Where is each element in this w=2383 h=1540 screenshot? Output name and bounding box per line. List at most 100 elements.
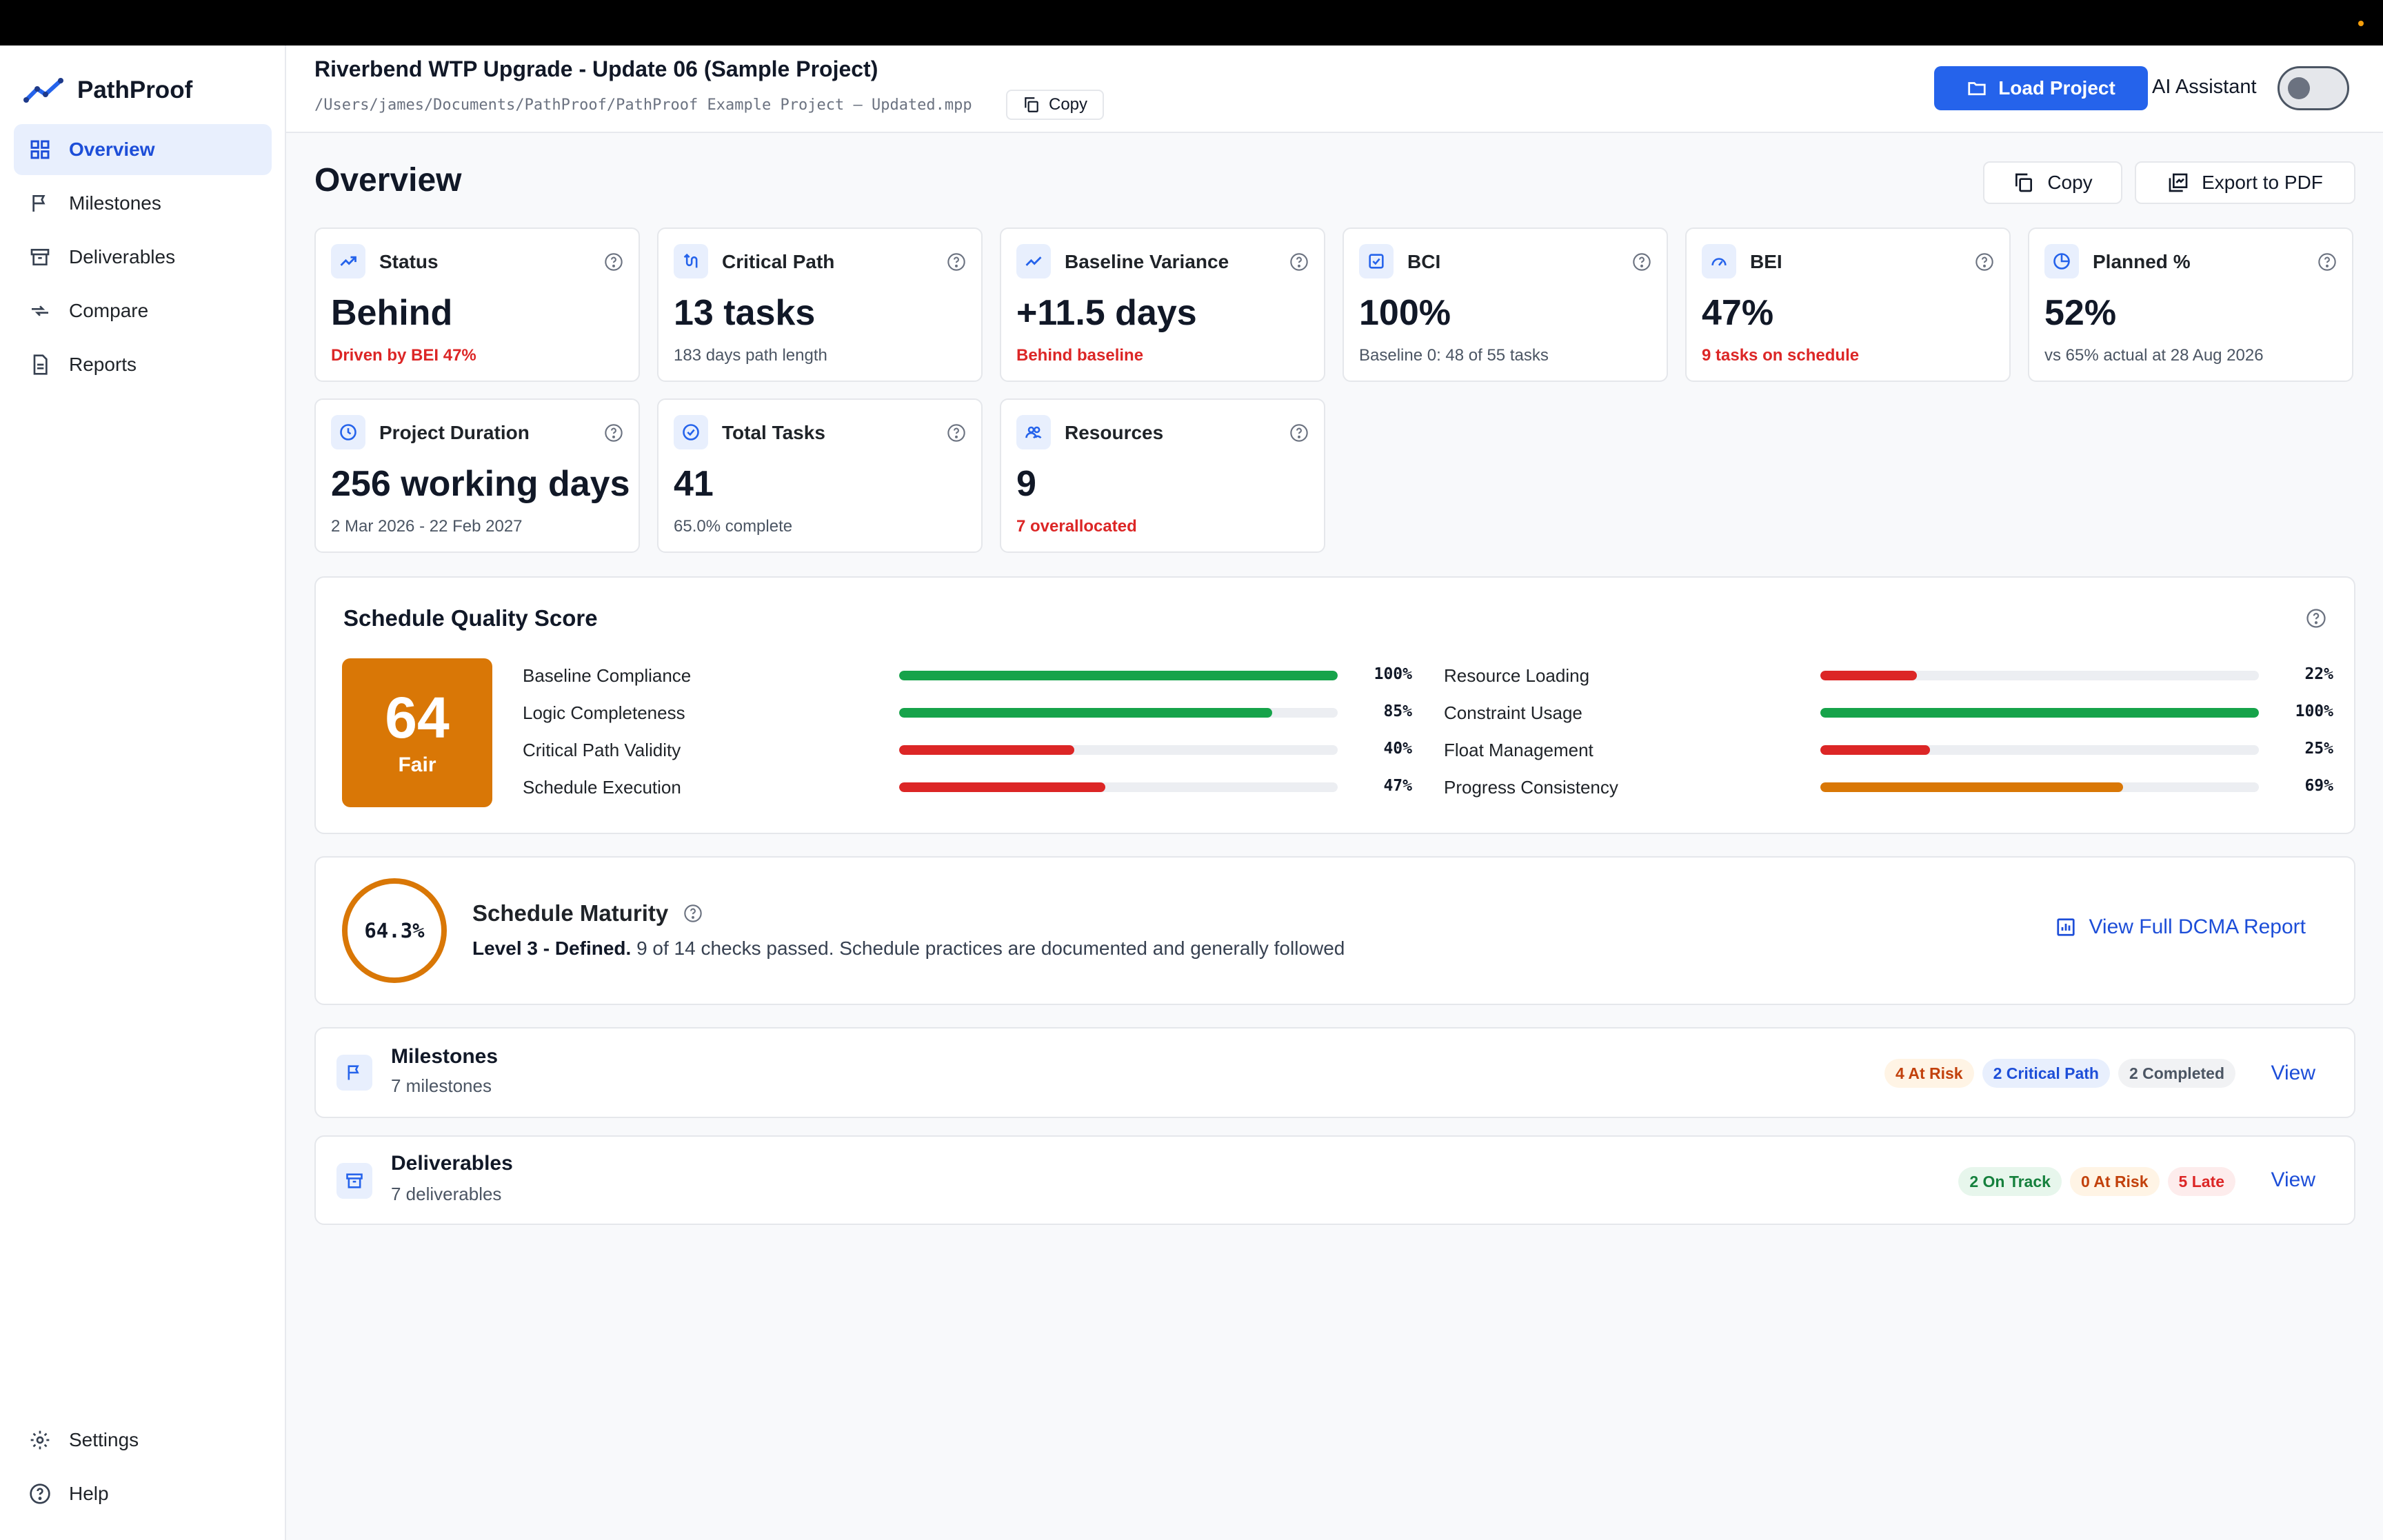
sidebar-item-label: Reports xyxy=(69,354,137,375)
card-label: Critical Path xyxy=(722,251,835,272)
export-icon xyxy=(2169,173,2188,192)
load-project-button[interactable]: Load Project xyxy=(1934,66,2148,110)
sidebar-item-settings[interactable]: Settings xyxy=(14,1415,272,1466)
completed-badge: 2 Completed xyxy=(2118,1059,2235,1088)
sidebar-item-deliverables[interactable]: Deliverables xyxy=(14,232,272,283)
card-icon-box xyxy=(2044,244,2079,278)
help-icon[interactable] xyxy=(683,904,703,923)
metric-bar-track xyxy=(899,671,1338,680)
card-value: 9 xyxy=(1016,464,1036,504)
copy-path-button[interactable]: Copy xyxy=(1006,90,1105,120)
milestones-count: 7 milestones xyxy=(391,1075,492,1096)
help-icon[interactable] xyxy=(2317,252,2337,272)
maturity-title: Schedule Maturity xyxy=(472,900,669,926)
dcma-link-label: View Full DCMA Report xyxy=(2089,915,2306,938)
metric-name: Progress Consistency xyxy=(1444,777,1618,798)
metric-bar-fill xyxy=(899,745,1075,755)
sidebar-item-milestones[interactable]: Milestones xyxy=(14,178,272,229)
sidebar-bottom: Settings Help xyxy=(14,1415,272,1522)
quality-metric: Baseline Compliance 100% xyxy=(523,661,1412,689)
card-subtext: 183 days path length xyxy=(674,346,827,365)
critical-path-card: Critical Path 13 tasks 183 days path len… xyxy=(657,227,983,382)
sidebar: PathProof Overview Milestones Deliverabl… xyxy=(0,45,286,1540)
help-icon[interactable] xyxy=(1975,252,1994,272)
help-icon[interactable] xyxy=(604,252,623,272)
users-icon xyxy=(1025,426,1042,439)
card-label: Resources xyxy=(1065,422,1164,443)
milestones-icon-box xyxy=(336,1055,372,1091)
help-icon[interactable] xyxy=(1632,252,1651,272)
metric-bar-fill xyxy=(899,782,1105,792)
compare-icon xyxy=(32,305,48,316)
metric-bar-fill xyxy=(1820,671,1917,680)
metric-bar-track xyxy=(1820,745,2259,755)
copy-overview-button[interactable]: Copy xyxy=(1983,161,2122,204)
metric-bar-track xyxy=(1820,782,2259,792)
os-menu-bar xyxy=(0,0,2383,45)
card-icon-box xyxy=(674,244,708,278)
card-label: Total Tasks xyxy=(722,422,825,443)
schedule-maturity-panel: 64.3% Schedule Maturity Level 3 - Define… xyxy=(314,856,2355,1005)
gauge-icon xyxy=(1711,258,1727,266)
quality-metric: Logic Completeness 85% xyxy=(523,698,1412,726)
load-project-label: Load Project xyxy=(1998,77,2115,99)
help-icon[interactable] xyxy=(1289,252,1309,272)
trend-icon xyxy=(1025,256,1042,266)
metric-bar-fill xyxy=(1820,745,1930,755)
milestones-row: Milestones 7 milestones 4 At Risk 2 Crit… xyxy=(314,1027,2355,1118)
view-dcma-report-link[interactable]: View Full DCMA Report xyxy=(2055,915,2306,939)
archive-icon xyxy=(30,249,50,265)
export-pdf-button[interactable]: Export to PDF xyxy=(2135,161,2355,204)
quality-metric: Float Management 25% xyxy=(1444,736,2333,763)
maturity-level: Level 3 - Defined. xyxy=(472,938,632,959)
sidebar-item-label: Overview xyxy=(69,139,155,160)
page-title: Overview xyxy=(314,162,462,199)
card-icon-box xyxy=(1016,244,1051,278)
on-track-badge: 2 On Track xyxy=(1958,1167,2062,1196)
flag-icon xyxy=(348,1065,359,1080)
project-path: /Users/james/Documents/PathProof/PathPro… xyxy=(314,97,972,114)
help-icon[interactable] xyxy=(947,423,966,443)
card-subtext: Driven by BEI 47% xyxy=(331,346,476,365)
view-milestones-link[interactable]: View xyxy=(2271,1062,2315,1084)
sidebar-item-label: Settings xyxy=(69,1429,139,1450)
at-risk-badge: 0 At Risk xyxy=(2069,1167,2160,1196)
gear-icon xyxy=(30,1430,50,1450)
maturity-description: Level 3 - Defined. 9 of 14 checks passed… xyxy=(472,938,1345,960)
bci-card: BCI 100% Baseline 0: 48 of 55 tasks xyxy=(1343,227,1668,382)
metric-bar-track xyxy=(899,708,1338,718)
metric-bar-fill xyxy=(899,708,1272,718)
critical-path-badge: 2 Critical Path xyxy=(1982,1059,2110,1088)
sidebar-item-help[interactable]: Help xyxy=(14,1468,272,1519)
total-tasks-card: Total Tasks 41 65.0% complete xyxy=(657,398,983,553)
card-icon-box xyxy=(1016,415,1051,449)
card-value: Behind xyxy=(331,293,453,333)
ai-assistant-toggle[interactable] xyxy=(2278,66,2349,110)
metric-bar-track xyxy=(1820,671,2259,680)
metric-name: Critical Path Validity xyxy=(523,740,681,760)
card-subtext: 2 Mar 2026 - 22 Feb 2027 xyxy=(331,517,523,536)
help-icon[interactable] xyxy=(947,252,966,272)
card-label: Project Duration xyxy=(379,422,530,443)
help-icon[interactable] xyxy=(604,423,623,443)
help-icon[interactable] xyxy=(1289,423,1309,443)
sidebar-item-reports[interactable]: Reports xyxy=(14,339,272,390)
card-label: Status xyxy=(379,251,439,272)
quality-score-rating: Fair xyxy=(398,753,436,776)
trend-icon xyxy=(340,256,356,266)
check-circle-icon xyxy=(683,424,699,440)
card-label: Baseline Variance xyxy=(1065,251,1229,272)
brand[interactable]: PathProof xyxy=(23,72,192,109)
project-title: Riverbend WTP Upgrade - Update 06 (Sampl… xyxy=(314,57,878,81)
metric-name: Float Management xyxy=(1444,740,1593,760)
quality-metric: Schedule Execution 47% xyxy=(523,773,1412,800)
metric-bar-track xyxy=(899,745,1338,755)
folder-icon xyxy=(1968,82,1986,96)
help-icon[interactable] xyxy=(2306,608,2326,629)
late-badge: 5 Late xyxy=(2167,1167,2235,1196)
sidebar-item-overview[interactable]: Overview xyxy=(14,124,272,175)
view-deliverables-link[interactable]: View xyxy=(2271,1168,2315,1191)
sidebar-item-compare[interactable]: Compare xyxy=(14,285,272,336)
status-dot xyxy=(2358,21,2364,26)
maturity-title-row: Schedule Maturity xyxy=(472,900,703,926)
